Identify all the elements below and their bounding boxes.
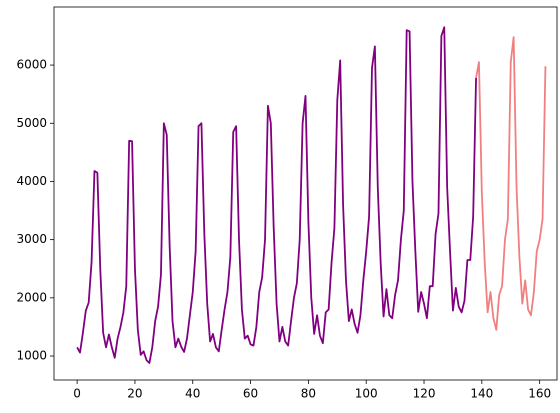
y-tick-label: 6000 xyxy=(16,58,47,72)
x-tick-label: 100 xyxy=(355,387,378,401)
x-tick-label: 160 xyxy=(528,387,551,401)
y-tick-label: 1000 xyxy=(16,349,47,363)
y-tick-label: 5000 xyxy=(16,116,47,130)
plot-frame xyxy=(53,6,558,381)
y-tick-label: 3000 xyxy=(16,232,47,246)
line-series xyxy=(76,26,477,364)
x-tick-label: 20 xyxy=(127,387,142,401)
x-tick-label: 120 xyxy=(413,387,436,401)
x-tick-label: 60 xyxy=(243,387,258,401)
x-tick-label: 0 xyxy=(73,387,81,401)
y-tick-label: 4000 xyxy=(16,174,47,188)
line-series xyxy=(475,36,547,331)
x-tick-label: 140 xyxy=(470,387,493,401)
y-tick-label: 2000 xyxy=(16,290,47,304)
x-tick-label: 40 xyxy=(185,387,200,401)
x-tick-label: 80 xyxy=(301,387,316,401)
